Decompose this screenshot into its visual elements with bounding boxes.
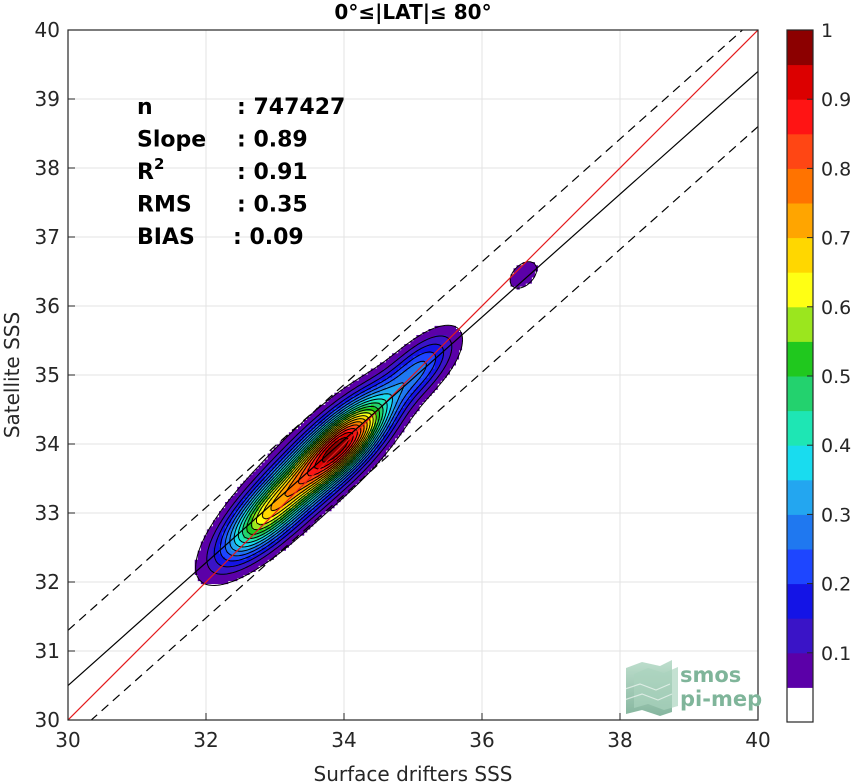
smos-pi-mep-logo: smos pi-mep [621, 660, 762, 716]
colorbar-cell-19 [787, 30, 813, 66]
y-tick-label-5: 35 [35, 363, 60, 387]
contour-line-2 [206, 335, 453, 575]
colorbar-cell-15 [787, 168, 813, 204]
colorbar-tick-label-8: 0.9 [821, 89, 851, 111]
x-tick-label-4: 38 [607, 728, 632, 752]
contour-line-11 [250, 409, 377, 531]
statistics-panel: n : 747427 Slope : 0.89 R 2 : 0.91 RMS : 0.35 BIA… [137, 95, 345, 250]
stat-label-3: RMS [137, 193, 192, 218]
y-tick-label-3: 33 [35, 501, 60, 525]
stat-superscript-2: 2 [154, 155, 164, 173]
colorbar-cell-18 [787, 64, 813, 100]
colorbar: 0.1 0.2 0.3 0.4 0.5 0.6 0.7 0.8 0.9 1 [786, 20, 851, 723]
colorbar-cell-17 [787, 99, 813, 135]
y-tick-label-6: 36 [35, 294, 60, 318]
colorbar-cell-3 [787, 583, 813, 619]
logo-text-line2: pi-mep [680, 687, 762, 711]
contour-line-3 [213, 343, 445, 568]
contour-line-8 [237, 398, 388, 544]
reference-lines [68, 30, 758, 720]
stat-value-3: : 0.35 [237, 193, 308, 218]
y-axis-label: Satellite SSS [0, 312, 24, 438]
colorbar-tick-label-5: 0.6 [821, 297, 851, 319]
colorbar-tick-label-9: 1 [821, 20, 833, 42]
confidence-lower-line [90, 126, 758, 720]
stat-value-2: : 0.91 [237, 160, 308, 185]
x-tick-label-2: 34 [331, 728, 356, 752]
y-tick-label-2: 32 [35, 570, 60, 594]
colorbar-cell-4 [787, 549, 813, 585]
colorbar-cell-11 [787, 306, 813, 342]
x-tick-label-5: 40 [745, 728, 770, 752]
colorbar-cell-14 [787, 203, 813, 239]
colorbar-tick-label-0: 0.1 [821, 643, 851, 665]
x-tick-label-3: 36 [469, 728, 494, 752]
x-axis-label: Surface drifters SSS [314, 762, 513, 784]
y-tick-label-9: 39 [35, 87, 60, 111]
contour-line-15 [284, 421, 365, 498]
contour-line-4 [219, 351, 437, 562]
stat-value-4: : 0.09 [233, 225, 304, 250]
logo-waves-icon [621, 660, 678, 716]
colorbar-cell-16 [787, 133, 813, 169]
grid-lines [68, 30, 758, 720]
colorbar-cell-6 [787, 479, 813, 515]
colorbar-cell-9 [787, 376, 813, 412]
colorbar-tick-label-4: 0.5 [821, 366, 851, 388]
contour-line-12 [255, 412, 374, 526]
stat-value-1: : 0.89 [237, 128, 308, 153]
contour-line-6 [229, 382, 405, 552]
colorbar-tick-label-2: 0.3 [821, 504, 851, 526]
colorbar-tick-label-1: 0.2 [821, 574, 851, 596]
colorbar-cell-2 [787, 618, 813, 654]
x-tick-label-0: 30 [55, 728, 80, 752]
confidence-upper-line [68, 30, 744, 631]
y-axis-ticks: 30 31 32 33 34 35 36 37 38 39 40 [35, 18, 75, 732]
x-tick-label-1: 32 [193, 728, 218, 752]
contour-line-14 [270, 418, 368, 512]
x-axis-ticks: 30 32 34 36 38 40 [55, 713, 771, 752]
contour-line-7 [233, 393, 393, 548]
colorbar-tick-label-3: 0.4 [821, 435, 851, 457]
density-contours [194, 261, 538, 586]
contour-line-13 [261, 415, 371, 520]
stat-label-1: Slope [137, 128, 206, 153]
y-tick-label-4: 34 [35, 432, 60, 456]
colorbar-cell-5 [787, 514, 813, 550]
colorbar-cell-12 [787, 272, 813, 308]
stat-value-0: : 747427 [237, 95, 345, 120]
stat-label-0: n [137, 95, 153, 120]
contour-line-9 [241, 402, 384, 540]
colorbar-cell-10 [787, 341, 813, 377]
colorbar-tick-label-6: 0.7 [821, 228, 851, 250]
colorbar-cell-7 [787, 445, 813, 481]
colorbar-cell-1 [787, 652, 813, 688]
y-tick-label-0: 30 [35, 708, 60, 732]
y-tick-label-10: 40 [35, 18, 60, 42]
stat-label-2: R [137, 160, 154, 185]
chart-title: 0°≤|LAT|≤ 80° [334, 0, 491, 24]
y-tick-label-8: 38 [35, 156, 60, 180]
y-tick-label-1: 31 [35, 639, 60, 663]
y-tick-label-7: 37 [35, 225, 60, 249]
stat-label-4: BIAS [137, 225, 195, 250]
regression-line [68, 70, 758, 686]
contour-line-10 [246, 405, 380, 535]
colorbar-cell-8 [787, 410, 813, 446]
colorbar-cell-0 [787, 687, 813, 723]
logo-text-line1: smos [680, 663, 741, 687]
contour-line-17 [306, 427, 358, 477]
colorbar-cell-13 [787, 237, 813, 273]
one-to-one-line [68, 30, 758, 720]
colorbar-tick-label-7: 0.8 [821, 158, 851, 180]
